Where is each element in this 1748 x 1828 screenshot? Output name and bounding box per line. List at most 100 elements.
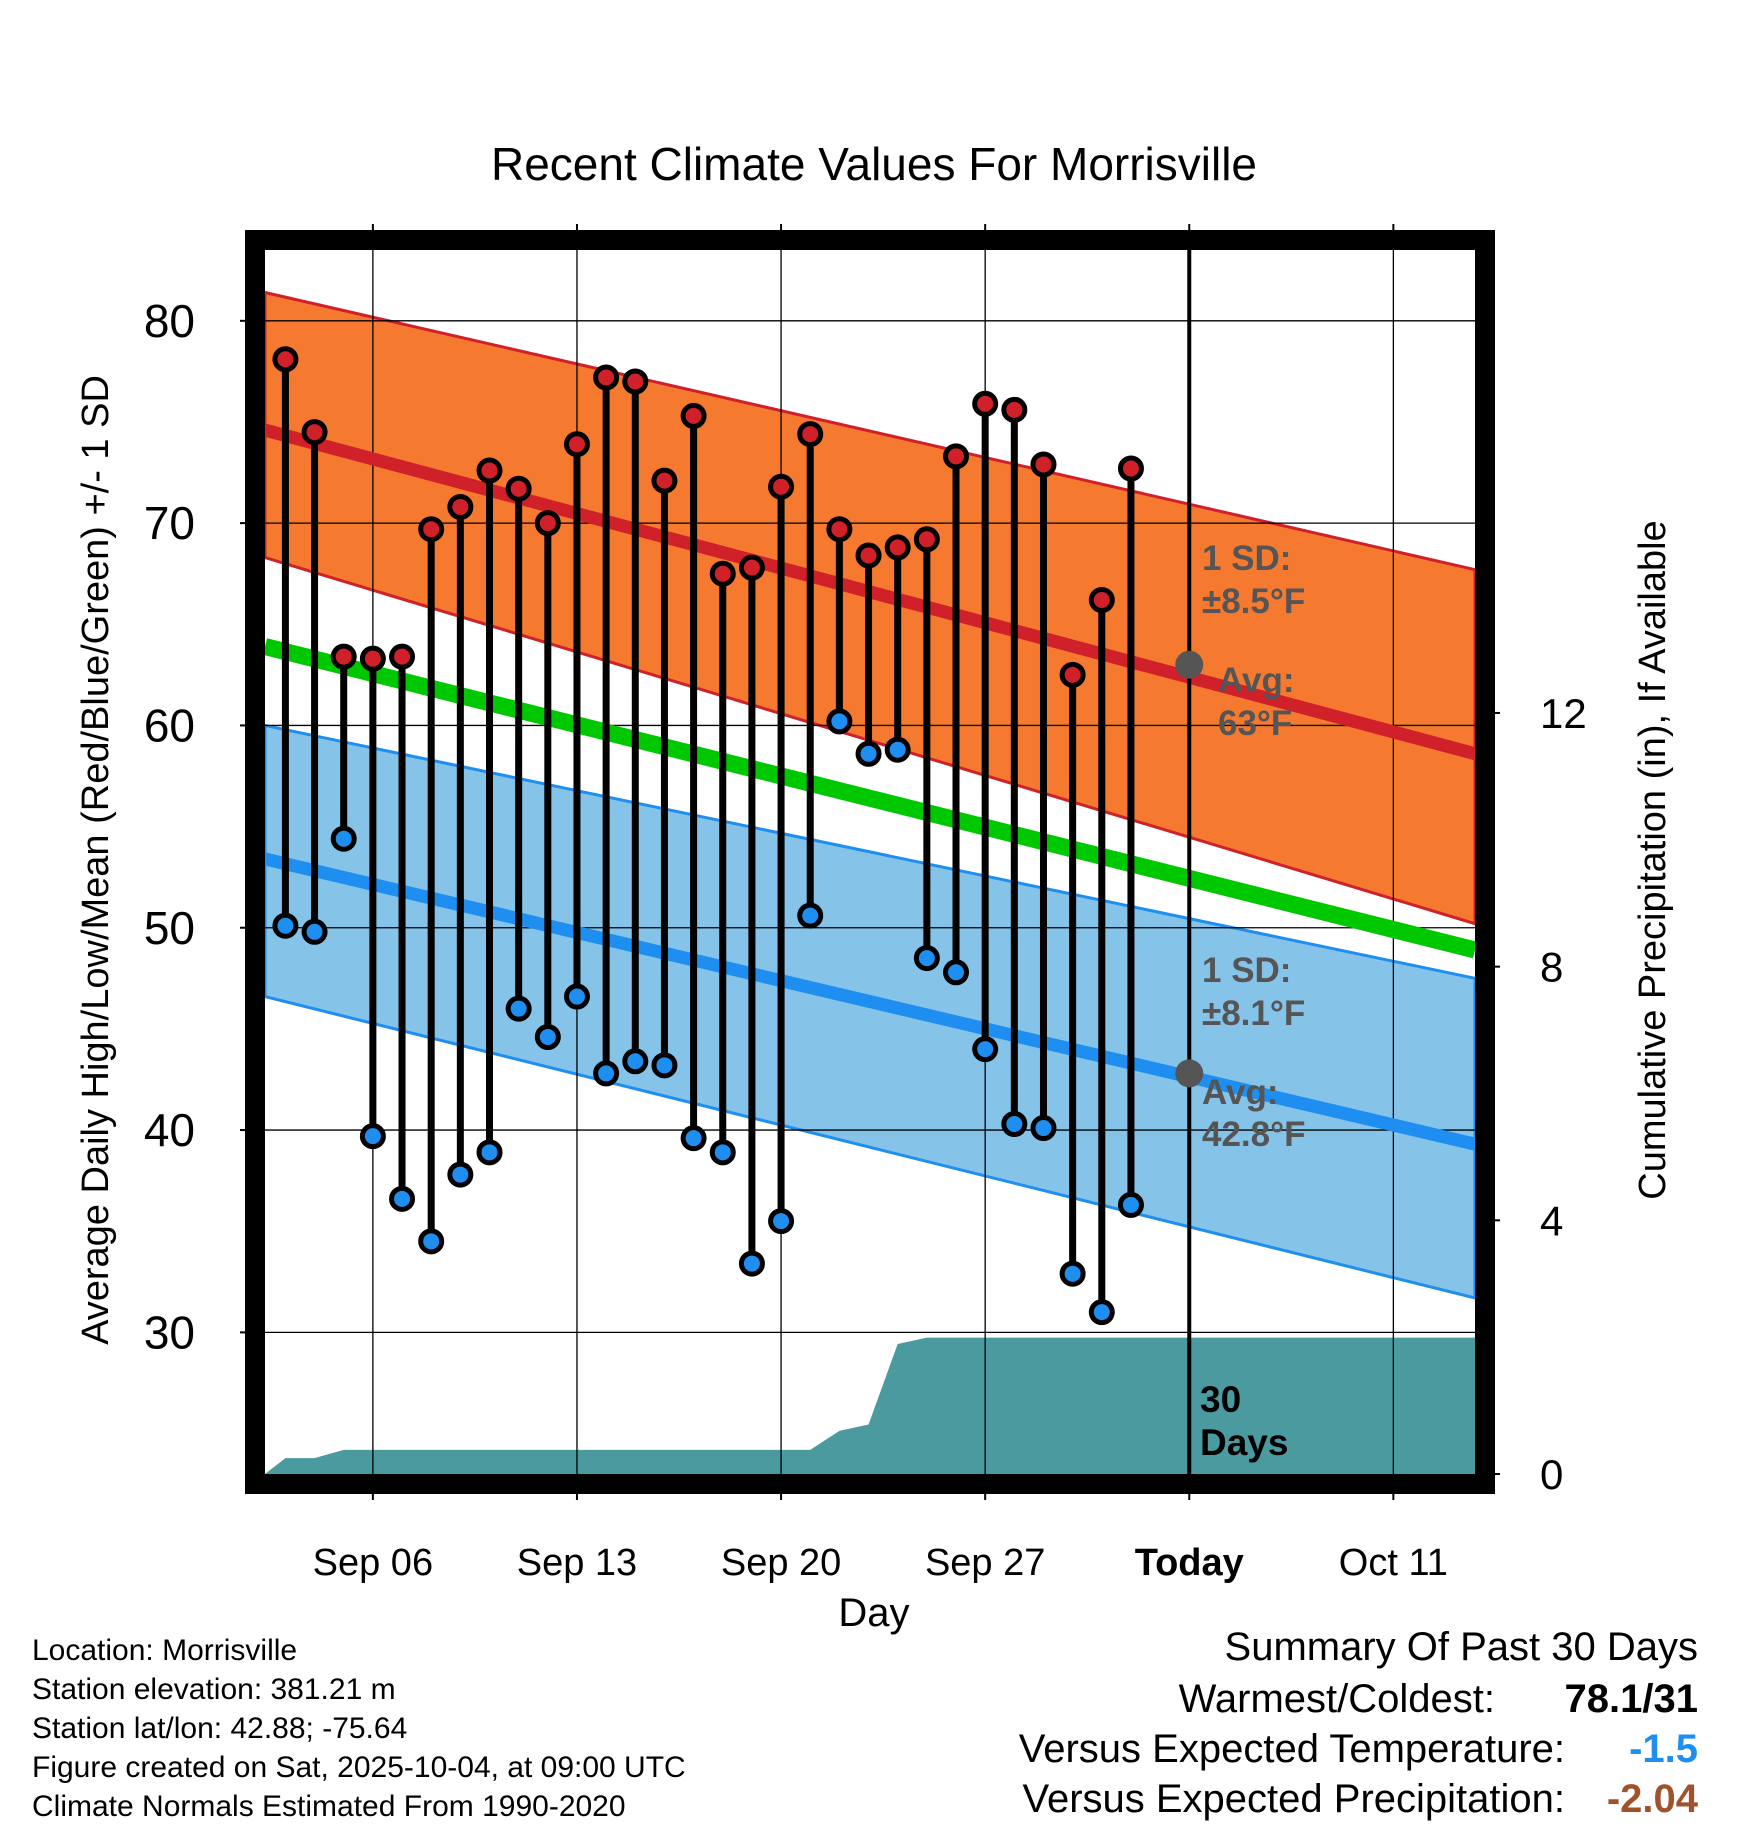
summary-temp-label: Versus Expected Temperature: bbox=[1019, 1727, 1565, 1771]
info-location: Location: Morrisville bbox=[32, 1634, 297, 1667]
daily-high-point bbox=[418, 516, 445, 543]
daily-high-point bbox=[593, 364, 620, 391]
daily-high-point bbox=[272, 346, 299, 373]
daily-low-point bbox=[1117, 1191, 1144, 1218]
low-sd-label: 1 SD: bbox=[1202, 951, 1291, 990]
x-tick-label: Sep 13 bbox=[517, 1542, 637, 1584]
daily-low-point bbox=[1059, 1260, 1086, 1287]
low-avg-label: Avg: bbox=[1202, 1073, 1278, 1112]
daily-low-point bbox=[359, 1123, 386, 1150]
high-sd-value: ±8.5°F bbox=[1202, 582, 1305, 621]
daily-low-point bbox=[476, 1139, 503, 1166]
daily-high-point bbox=[534, 510, 561, 537]
info-elevation: Station elevation: 381.21 m bbox=[32, 1673, 396, 1706]
daily-low-point bbox=[768, 1208, 795, 1235]
daily-high-point bbox=[943, 443, 970, 470]
daily-high-point bbox=[651, 467, 678, 494]
daily-low-point bbox=[738, 1250, 765, 1277]
daily-high-point bbox=[389, 643, 416, 670]
y2-axis-label: Cumulative Precipitation (in), If Availa… bbox=[1632, 520, 1674, 1199]
x-axis-label: Day bbox=[838, 1591, 909, 1635]
y-axis-label: Average Daily High/Low/Mean (Red/Blue/Gr… bbox=[75, 375, 117, 1345]
daily-low-point bbox=[330, 825, 357, 852]
today-low-avg-marker bbox=[1175, 1059, 1204, 1088]
station-info: Location: Morrisville Station elevation:… bbox=[32, 1634, 686, 1823]
daily-high-point bbox=[972, 390, 999, 417]
chart-title: Recent Climate Values For Morrisville bbox=[491, 138, 1257, 190]
low-sd-value: ±8.1°F bbox=[1202, 994, 1305, 1033]
y-tick-label: 40 bbox=[144, 1104, 195, 1156]
daily-low-point bbox=[534, 1024, 561, 1051]
summary-panel: Summary Of Past 30 Days Warmest/Coldest:… bbox=[1019, 1625, 1699, 1821]
daily-high-point bbox=[1059, 661, 1086, 688]
y2-tick-label: 4 bbox=[1540, 1197, 1563, 1244]
summary-precip-label: Versus Expected Precipitation: bbox=[1022, 1777, 1565, 1821]
high-avg-label: Avg: bbox=[1218, 661, 1294, 700]
plot-frame bbox=[245, 230, 1495, 1494]
y-tick-label: 30 bbox=[144, 1306, 195, 1358]
daily-high-point bbox=[768, 473, 795, 500]
x-tick-label: Sep 06 bbox=[313, 1542, 433, 1584]
daily-low-point bbox=[505, 995, 532, 1022]
period-label-number: 30 bbox=[1200, 1379, 1241, 1420]
period-label-unit: Days bbox=[1200, 1422, 1288, 1463]
mean-line bbox=[262, 638, 1478, 959]
low-mean-line bbox=[263, 852, 1477, 1151]
daily-low-point bbox=[1030, 1115, 1057, 1142]
daily-high-point bbox=[826, 516, 853, 543]
daily-high-point bbox=[563, 431, 590, 458]
daily-high-point bbox=[709, 560, 736, 587]
daily-low-point bbox=[797, 902, 824, 929]
y2-tick-label: 0 bbox=[1540, 1451, 1563, 1498]
summary-temp-value: -1.5 bbox=[1629, 1727, 1698, 1771]
daily-low-point bbox=[709, 1139, 736, 1166]
daily-low-point bbox=[943, 959, 970, 986]
daily-low-point bbox=[1088, 1299, 1115, 1326]
high-avg-value: 63°F bbox=[1218, 704, 1292, 743]
daily-high-point bbox=[913, 526, 940, 553]
high-sd-label: 1 SD: bbox=[1202, 539, 1291, 578]
y-tick-label: 50 bbox=[144, 902, 195, 954]
y2-tick-label: 12 bbox=[1540, 690, 1587, 737]
summary-precip-value: -2.04 bbox=[1607, 1777, 1699, 1821]
x-tick-label: Today bbox=[1135, 1542, 1244, 1584]
daily-low-point bbox=[972, 1036, 999, 1063]
daily-high-point bbox=[884, 534, 911, 561]
daily-high-point bbox=[330, 643, 357, 670]
daily-low-point bbox=[826, 708, 853, 735]
x-tick-label: Sep 27 bbox=[925, 1542, 1045, 1584]
daily-high-point bbox=[359, 645, 386, 672]
x-tick-label: Oct 11 bbox=[1339, 1542, 1448, 1584]
daily-low-point bbox=[622, 1048, 649, 1075]
today-high-avg-marker bbox=[1175, 650, 1204, 679]
summary-warm-cold-value: 78.1/31 bbox=[1565, 1677, 1698, 1721]
daily-high-point bbox=[1030, 451, 1057, 478]
daily-high-point bbox=[855, 542, 882, 569]
daily-high-point bbox=[1001, 396, 1028, 423]
x-tick-label: Sep 20 bbox=[721, 1542, 841, 1584]
daily-low-point bbox=[884, 736, 911, 763]
daily-low-point bbox=[447, 1161, 474, 1188]
summary-warm-cold-label: Warmest/Coldest: bbox=[1179, 1677, 1495, 1721]
y-tick-label: 70 bbox=[144, 497, 195, 549]
daily-low-point bbox=[855, 740, 882, 767]
summary-title: Summary Of Past 30 Days bbox=[1225, 1625, 1698, 1669]
daily-high-point bbox=[1088, 587, 1115, 614]
info-latlon: Station lat/lon: 42.88; -75.64 bbox=[32, 1712, 407, 1745]
daily-high-point bbox=[622, 368, 649, 395]
daily-high-point bbox=[447, 493, 474, 520]
daily-low-point bbox=[1001, 1110, 1028, 1137]
y-tick-label: 60 bbox=[144, 699, 195, 751]
daily-high-point bbox=[738, 554, 765, 581]
daily-low-point bbox=[418, 1228, 445, 1255]
y-tick-label: 80 bbox=[144, 295, 195, 347]
daily-low-point bbox=[301, 918, 328, 945]
daily-high-point bbox=[476, 457, 503, 484]
precipitation-area bbox=[265, 1337, 1475, 1474]
daily-high-point bbox=[301, 419, 328, 446]
daily-low-point bbox=[651, 1052, 678, 1079]
daily-high-point bbox=[680, 402, 707, 429]
daily-low-point bbox=[389, 1185, 416, 1212]
